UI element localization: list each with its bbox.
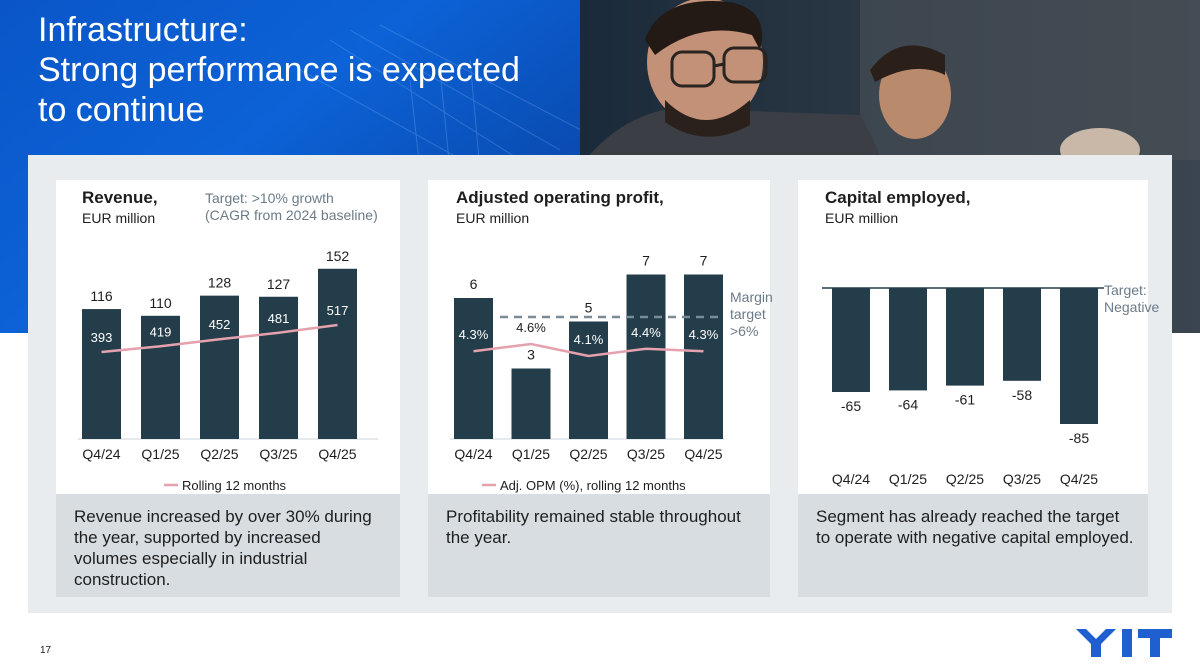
aop-x-tick: Q1/25 [512, 446, 550, 462]
capital-target-line-1: Target: [1104, 282, 1147, 298]
aop-bar-value: 7 [700, 253, 708, 269]
aop-bar [626, 274, 666, 439]
page-number: 17 [40, 645, 52, 656]
revenue-bar [200, 295, 239, 439]
capital-bar-value: -58 [1012, 387, 1032, 403]
aop-bar [511, 368, 551, 439]
capital-x-tick: Q4/24 [832, 471, 870, 487]
aop-chart: 6 Q4/24 3 Q1/25 5 Q2/25 7 Q3/25 7 Q4/25 4.3% 4.6% 4.… [450, 253, 724, 493]
aop-margin-target: Margin target >6% [730, 289, 773, 340]
revenue-card: Revenue, EUR million Target: >10% growth… [56, 180, 400, 494]
revenue-x-tick: Q1/25 [141, 446, 179, 462]
revenue-note: Revenue increased by over 30% during the… [56, 494, 400, 597]
capital-bar [889, 288, 927, 391]
revenue-rolling-label: 517 [327, 303, 349, 318]
revenue-bar-value: 127 [267, 276, 291, 292]
aop-opm-label: 4.6% [516, 320, 546, 335]
slide-title-line-1: Infrastructure: [38, 11, 248, 49]
yit-logo [1076, 629, 1172, 657]
aop-opm-label: 4.3% [459, 327, 489, 342]
aop-margin-target-line-1: Margin [730, 289, 773, 305]
aop-bar [684, 274, 723, 439]
slide-title: Infrastructure: Strong performance is ex… [38, 10, 520, 130]
capital-bar [1003, 288, 1041, 381]
revenue-bar [259, 296, 298, 439]
capital-x-tick: Q4/25 [1060, 471, 1098, 487]
aop-card: Adjusted operating profit, EUR million M… [428, 180, 773, 494]
capital-subtitle: EUR million [825, 210, 899, 226]
aop-opm-line [473, 342, 704, 358]
capital-target: Target: Negative [1104, 282, 1159, 316]
slide-title-line-3: to continue [38, 91, 205, 129]
revenue-subtitle: EUR million [82, 210, 156, 226]
aop-opm-label: 4.4% [631, 325, 661, 340]
capital-x-tick: Q3/25 [1003, 471, 1041, 487]
revenue-bar [318, 268, 357, 439]
aop-bar-value: 5 [585, 300, 593, 316]
revenue-legend-label: Rolling 12 months [182, 478, 287, 493]
capital-bar-value: -65 [841, 398, 861, 414]
revenue-rolling-label: 419 [150, 324, 172, 339]
revenue-chart: 116 Q4/24 110 Q1/25 128 Q2/25 127 Q3/25 152 Q4/25… [78, 248, 378, 493]
revenue-title: Revenue, [82, 188, 158, 207]
revenue-rolling-label: 393 [91, 330, 113, 345]
revenue-rolling-line [101, 323, 338, 354]
capital-bar-value: -85 [1069, 430, 1089, 446]
capital-note: Segment has already reached the target t… [798, 494, 1148, 597]
aop-x-tick: Q4/25 [684, 446, 722, 462]
aop-subtitle: EUR million [456, 210, 530, 226]
aop-bar-value: 3 [527, 347, 535, 363]
capital-bar [946, 288, 984, 386]
aop-x-tick: Q2/25 [569, 446, 607, 462]
revenue-target-line-2: (CAGR from 2024 baseline) [205, 207, 378, 223]
aop-margin-target-line-3: >6% [730, 323, 759, 339]
revenue-rolling-label: 452 [209, 317, 231, 332]
revenue-bar-value: 152 [326, 248, 350, 264]
capital-bar [832, 288, 870, 392]
capital-target-line-2: Negative [1104, 299, 1160, 315]
capital-chart: -65 Q4/24 -64 Q1/25 -61 Q2/25 -58 Q3/25 -85 Q4/25 [822, 287, 1104, 487]
revenue-target: Target: >10% growth (CAGR from 2024 base… [205, 190, 378, 224]
aop-note: Profitability remained stable throughout… [428, 494, 770, 597]
revenue-bar [141, 315, 180, 439]
aop-x-tick: Q3/25 [627, 446, 665, 462]
revenue-rolling-label: 481 [268, 311, 290, 326]
capital-title: Capital employed, [825, 188, 971, 207]
capital-bar-value: -61 [955, 392, 975, 408]
revenue-x-tick: Q2/25 [200, 446, 238, 462]
aop-bar-value: 7 [642, 253, 650, 269]
capital-card: Capital employed, EUR million -65 Q4/24 -6… [798, 180, 1148, 494]
aop-opm-label: 4.3% [689, 327, 719, 342]
aop-title: Adjusted operating profit, [456, 188, 664, 207]
aop-x-tick: Q4/24 [454, 446, 492, 462]
capital-x-tick: Q2/25 [946, 471, 984, 487]
capital-bar [1060, 288, 1098, 424]
revenue-bar-value: 116 [90, 288, 113, 304]
revenue-bar-value: 110 [149, 295, 172, 311]
revenue-bar-value: 128 [208, 275, 232, 291]
aop-bar [569, 321, 608, 439]
aop-legend-label: Adj. OPM (%), rolling 12 months [500, 478, 686, 493]
capital-bar-value: -64 [898, 396, 918, 412]
aop-margin-target-line-2: target [730, 306, 766, 322]
revenue-target-line-1: Target: >10% growth [205, 190, 334, 206]
aop-opm-label: 4.1% [574, 332, 604, 347]
aop-bar-value: 6 [470, 276, 478, 292]
revenue-x-tick: Q4/24 [82, 446, 120, 462]
revenue-x-tick: Q4/25 [318, 446, 356, 462]
capital-x-tick: Q1/25 [889, 471, 927, 487]
slide-title-line-2: Strong performance is expected [38, 51, 520, 89]
revenue-bar [82, 309, 121, 439]
aop-bar [454, 298, 493, 439]
revenue-x-tick: Q3/25 [259, 446, 297, 462]
